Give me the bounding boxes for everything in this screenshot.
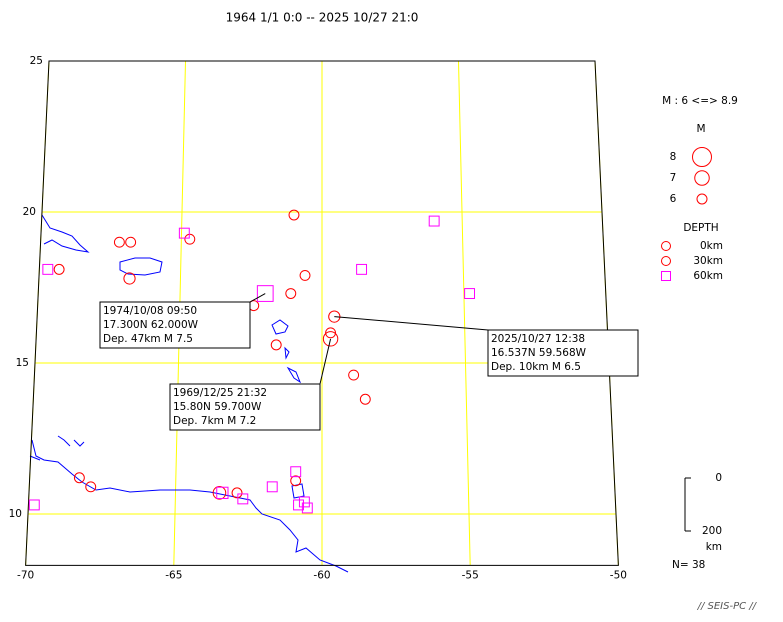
coastline	[284, 346, 290, 360]
lon-tick-label: -60	[313, 569, 330, 581]
event-marker	[298, 496, 310, 508]
annotation-box	[99, 301, 251, 349]
legend-mag-symbol	[692, 147, 712, 167]
event-marker	[348, 369, 360, 381]
coastline	[271, 319, 289, 335]
lat-tick-label: 10	[9, 508, 22, 520]
event-marker	[237, 493, 249, 505]
legend-mag-label: 6	[670, 193, 677, 205]
event-marker	[178, 227, 190, 239]
coastline	[57, 435, 85, 447]
event-marker	[356, 263, 368, 275]
event-marker	[212, 486, 227, 500]
footer: // SEIS-PC //	[697, 601, 758, 612]
event-marker	[216, 486, 229, 499]
coastline	[29, 455, 41, 461]
event-marker	[113, 236, 125, 248]
leader-line	[334, 316, 489, 331]
event-marker	[256, 285, 274, 302]
lon-tick-label: -50	[610, 569, 627, 581]
legend-depth-label: 30km	[693, 255, 723, 267]
legend-depth-label: 0km	[700, 240, 723, 252]
annotation-text: 1969/12/25 21:32	[173, 387, 267, 399]
lat-tick-label: 20	[23, 206, 36, 218]
event-marker	[184, 233, 196, 245]
legend-mag-label: 8	[670, 151, 677, 163]
event-marker	[301, 502, 313, 514]
event-marker	[125, 236, 137, 248]
event-marker	[266, 481, 278, 493]
annotation-text: Dep. 7km M 7.2	[173, 415, 256, 427]
event-marker	[73, 472, 85, 484]
legend-depth-symbol	[661, 271, 671, 281]
annotation-text: 2025/10/27 12:38	[491, 333, 585, 345]
depth-scale-label: 200	[702, 525, 722, 537]
event-marker	[322, 331, 339, 347]
event-count: N= 38	[672, 559, 705, 571]
coastline	[31, 439, 349, 573]
legend-mag-title: M	[696, 123, 705, 135]
legend-mag-symbol	[696, 193, 708, 205]
lon-grid-line	[458, 60, 471, 566]
event-marker	[290, 475, 302, 487]
legend-depth-symbol	[661, 241, 671, 251]
depth-scale-label: 0	[715, 472, 722, 484]
event-marker	[325, 327, 337, 339]
leader-line	[319, 338, 332, 385]
lat-tick-label: 25	[30, 55, 43, 67]
legend-mag-symbol	[694, 170, 710, 186]
annotation-text: Dep. 47km M 7.5	[103, 333, 193, 345]
coastline	[119, 257, 163, 276]
annotation-text: 16.537N 59.568W	[491, 347, 587, 359]
legend-depth-label: 60km	[693, 270, 723, 282]
annotation-text: 17.300N 62.000W	[103, 319, 199, 331]
event-marker	[53, 263, 65, 275]
event-marker	[464, 288, 476, 299]
event-marker	[428, 215, 440, 227]
event-marker	[285, 288, 297, 299]
annotation-box	[487, 329, 639, 377]
legend-mag-label: 7	[670, 172, 677, 184]
legend-depth-symbol	[661, 256, 671, 266]
lon-tick-label: -70	[17, 569, 34, 581]
event-marker	[299, 269, 311, 281]
event-marker	[85, 481, 97, 493]
event-marker	[288, 209, 300, 221]
leader-line	[249, 293, 266, 303]
lon-tick-label: -55	[462, 569, 479, 581]
annotation-text: 1974/10/08 09:50	[103, 305, 197, 317]
annotation-text: Dep. 10km M 6.5	[491, 361, 581, 373]
coastline	[41, 214, 90, 253]
legend-range: M : 6 <=> 8.9	[662, 95, 738, 107]
event-marker	[28, 499, 40, 511]
event-marker	[270, 339, 282, 351]
annotation-text: 15.80N 59.700W	[173, 401, 262, 413]
event-marker	[293, 499, 304, 511]
event-marker	[359, 393, 371, 405]
map-frame	[25, 60, 619, 566]
annotation-box	[169, 383, 321, 431]
depth-scale-unit: km	[706, 541, 722, 553]
lat-tick-label: 15	[16, 357, 29, 369]
title: 1964 1/1 0:0 -- 2025 10/27 21:0	[226, 11, 419, 25]
legend-depth-title: DEPTH	[683, 222, 718, 234]
event-marker	[42, 263, 54, 275]
coastline	[286, 366, 302, 384]
coastline	[291, 483, 305, 499]
event-marker	[231, 487, 243, 499]
event-marker	[123, 272, 136, 285]
lon-tick-label: -65	[165, 569, 182, 581]
event-marker	[290, 466, 302, 478]
